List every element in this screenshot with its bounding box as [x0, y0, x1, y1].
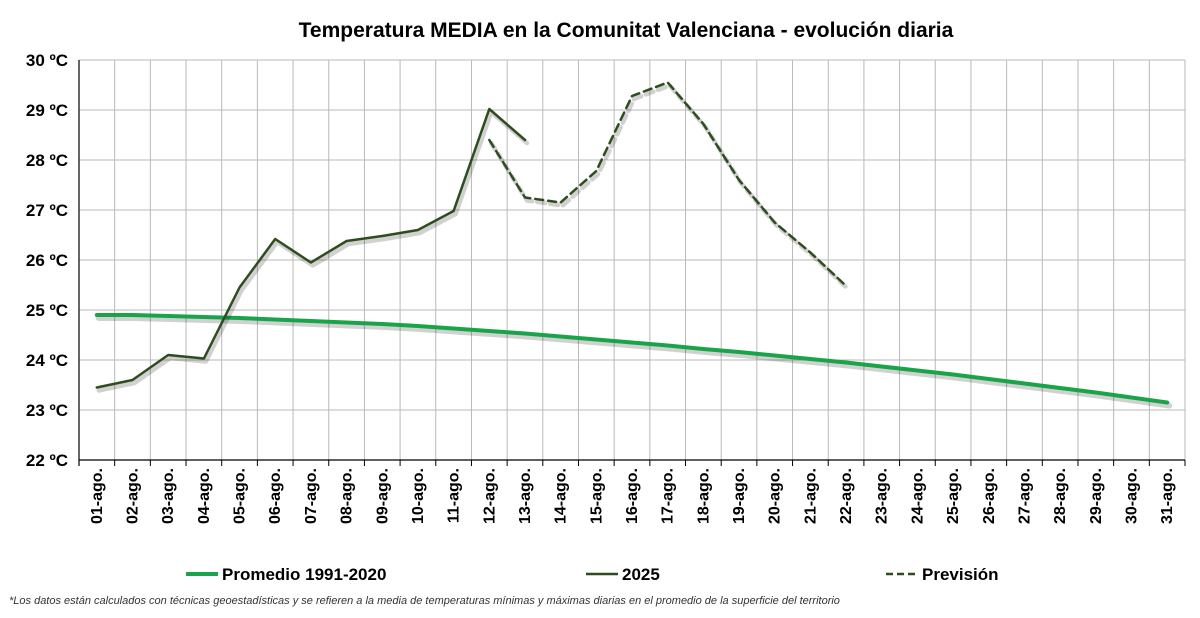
x-tick-label: 31-ago.: [1159, 468, 1176, 524]
y-tick-label: 29 ºC: [26, 101, 68, 120]
y-axis: 22 ºC 23 ºC 24 ºC 25 ºC 26 ºC 27 ºC 28 ºC 29 ºC…: [26, 51, 68, 470]
series-2025: [95, 107, 530, 393]
x-tick-label: 15-ago.: [588, 468, 605, 524]
x-tick-label: 21-ago.: [802, 468, 819, 524]
series-line: [488, 81, 848, 288]
y-tick-label: 25 ºC: [26, 301, 68, 320]
x-tick-label: 24-ago.: [909, 468, 926, 524]
x-tick-label: 03-ago.: [160, 468, 177, 524]
legend: Promedio 1991-2020 2025 Previsión: [186, 565, 999, 584]
series-line-shadow: [489, 83, 851, 292]
x-tick-label: 29-ago.: [1088, 468, 1105, 524]
x-tick-label: 05-ago.: [232, 468, 249, 524]
x-tick-label: 19-ago.: [731, 468, 748, 524]
series-line: [94, 313, 1170, 405]
series-line: [95, 107, 527, 389]
x-tick-label: 06-ago.: [267, 468, 284, 524]
footnote: *Los datos están calculados con técnicas…: [9, 595, 840, 607]
legend-label: Promedio 1991-2020: [222, 565, 386, 584]
x-tick-label: 23-ago.: [874, 468, 891, 524]
x-tick-label: 17-ago.: [660, 468, 677, 524]
x-tick-label: 20-ago.: [767, 468, 784, 524]
x-tick-label: 12-ago.: [481, 468, 498, 524]
x-tick-label: 07-ago.: [303, 468, 320, 524]
y-tick-label: 28 ºC: [26, 151, 68, 170]
x-tick-label: 04-ago.: [196, 468, 213, 524]
y-tick-label: 27 ºC: [26, 201, 68, 220]
x-tick-label: 14-ago.: [553, 468, 570, 524]
plot-area: [94, 81, 1173, 409]
legend-label: Previsión: [922, 565, 999, 584]
x-tick-label: 27-ago.: [1016, 468, 1033, 524]
x-axis: 01-ago. 02-ago. 03-ago. 04-ago. 05-ago. 06-ag…: [89, 468, 1176, 524]
series-line-shadow: [96, 109, 530, 393]
x-tick-label: 26-ago.: [981, 468, 998, 524]
series-line-shadow: [95, 315, 1173, 409]
x-tick-label: 16-ago.: [624, 468, 641, 524]
y-tick-label: 22 ºC: [26, 451, 68, 470]
x-tick-label: 18-ago.: [695, 468, 712, 524]
x-tick-label: 10-ago.: [410, 468, 427, 524]
x-tick-label: 22-ago.: [838, 468, 855, 524]
x-tick-label: 11-ago.: [446, 468, 463, 523]
x-tick-label: 01-ago.: [89, 468, 106, 524]
y-tick-label: 26 ºC: [26, 251, 68, 270]
x-tick-label: 02-ago.: [125, 468, 142, 524]
y-tick-label: 24 ºC: [26, 351, 68, 370]
x-tick-label: 08-ago.: [339, 468, 356, 524]
chart-title: Temperatura MEDIA en la Comunitat Valenc…: [299, 19, 954, 42]
x-tick-label: 13-ago.: [517, 468, 534, 524]
x-tick-label: 09-ago.: [374, 468, 391, 524]
legend-label: 2025: [622, 565, 660, 584]
series-previsi-n: [488, 81, 851, 292]
grid: [78, 59, 1186, 466]
x-tick-label: 28-ago.: [1052, 468, 1069, 524]
x-tick-label: 25-ago.: [945, 468, 962, 524]
legend-item-2025: 2025: [586, 565, 660, 584]
legend-item-promedio-1991-2020: Promedio 1991-2020: [186, 565, 386, 584]
y-tick-label: 23 ºC: [26, 401, 68, 420]
series-promedio-1991-2020: [94, 313, 1173, 409]
y-tick-label: 30 ºC: [26, 51, 68, 70]
legend-item-previsi-n: Previsión: [886, 565, 999, 584]
x-tick-label: 30-ago.: [1123, 468, 1140, 524]
